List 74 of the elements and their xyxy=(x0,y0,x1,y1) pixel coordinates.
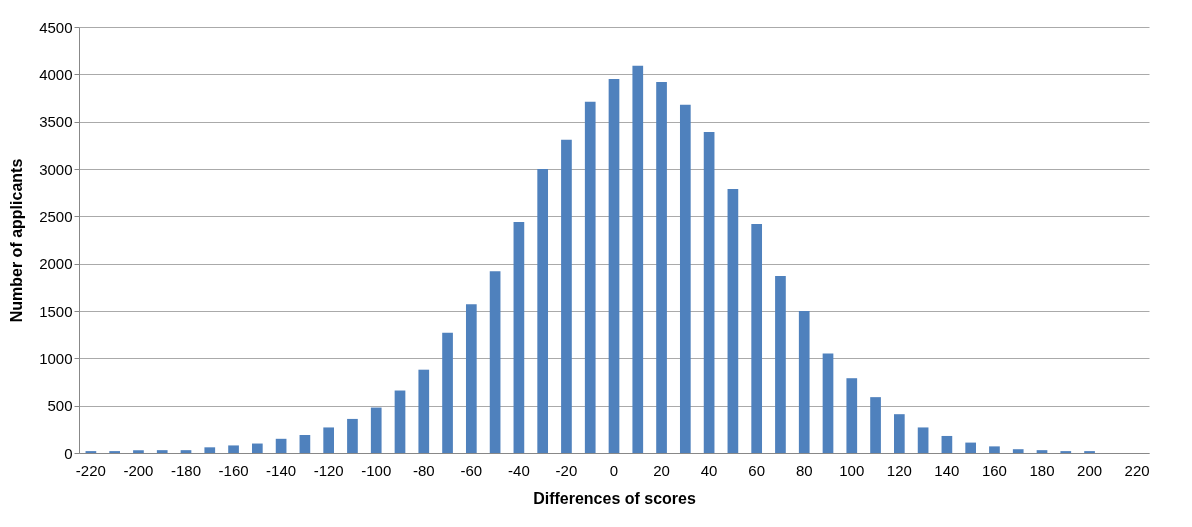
y-tick-label: 1000 xyxy=(39,349,73,367)
x-tick-label: -200 xyxy=(123,461,154,479)
x-tick-label: 40 xyxy=(700,461,718,479)
y-tick-label: 3500 xyxy=(39,113,73,131)
bar xyxy=(370,407,382,453)
x-tick-label: 20 xyxy=(653,461,670,479)
bar xyxy=(275,438,287,453)
x-tick-label: -80 xyxy=(412,461,435,479)
x-tick-label: 60 xyxy=(748,461,766,479)
bar xyxy=(584,101,596,453)
x-tick-label: 100 xyxy=(839,461,865,479)
x-tick-label: 80 xyxy=(795,461,813,479)
bar xyxy=(775,275,786,453)
bar xyxy=(893,414,905,453)
x-tick-label: -60 xyxy=(460,461,483,479)
bar xyxy=(156,450,168,453)
bar xyxy=(180,450,192,453)
bar xyxy=(917,427,929,453)
bar xyxy=(133,450,144,453)
y-tick-label: 2000 xyxy=(39,255,73,273)
x-tick-label: 180 xyxy=(1029,461,1055,479)
bar xyxy=(989,446,1000,453)
y-tick-label: 4000 xyxy=(39,65,73,83)
x-tick-label: 200 xyxy=(1077,461,1103,479)
x-tick-label: 0 xyxy=(609,461,619,479)
bar xyxy=(251,443,263,453)
y-tick-label: 1500 xyxy=(39,302,73,320)
bar xyxy=(347,418,358,453)
bar xyxy=(561,139,572,453)
x-tick-label: -220 xyxy=(75,461,106,479)
bar xyxy=(656,81,667,453)
x-tick-label: 120 xyxy=(886,461,912,479)
bar xyxy=(822,353,834,453)
y-tick-label: 0 xyxy=(64,444,73,462)
bar xyxy=(751,223,763,453)
x-tick-label: -160 xyxy=(218,461,249,479)
x-axis-title: Differences of scores xyxy=(533,489,696,507)
x-tick-label: -140 xyxy=(266,461,297,479)
bar xyxy=(965,442,977,453)
bar xyxy=(798,311,810,453)
bar xyxy=(299,435,311,453)
bar xyxy=(537,169,549,453)
bar xyxy=(394,390,406,453)
x-tick-label: -20 xyxy=(555,461,578,479)
bar xyxy=(228,445,239,453)
bar xyxy=(489,271,501,453)
bar xyxy=(1036,450,1048,453)
bar xyxy=(323,427,335,453)
x-tick-label: -40 xyxy=(508,461,530,479)
bar xyxy=(513,222,525,453)
bar xyxy=(870,397,881,453)
bar xyxy=(608,79,620,453)
bar xyxy=(632,65,644,453)
bar xyxy=(1012,449,1024,453)
x-tick-label: 140 xyxy=(934,461,960,479)
y-axis-title: Number of applicants xyxy=(8,158,26,323)
bar xyxy=(846,378,858,453)
bar xyxy=(703,132,715,453)
y-tick-label: 500 xyxy=(47,397,73,415)
x-tick-label: -180 xyxy=(170,461,202,479)
y-tick-label: 2500 xyxy=(39,207,73,225)
bar xyxy=(418,369,430,453)
bar xyxy=(442,332,453,453)
x-tick-label: -100 xyxy=(361,461,392,479)
x-tick-label: 220 xyxy=(1124,461,1150,479)
bar xyxy=(727,188,739,453)
x-tick-label: 160 xyxy=(981,461,1007,479)
bar xyxy=(679,104,691,453)
bar xyxy=(941,435,953,453)
bar xyxy=(465,304,477,453)
bar xyxy=(204,447,216,453)
y-tick-label: 3000 xyxy=(39,160,73,178)
x-tick-label: -120 xyxy=(313,461,344,479)
y-tick-label: 4500 xyxy=(39,18,73,36)
